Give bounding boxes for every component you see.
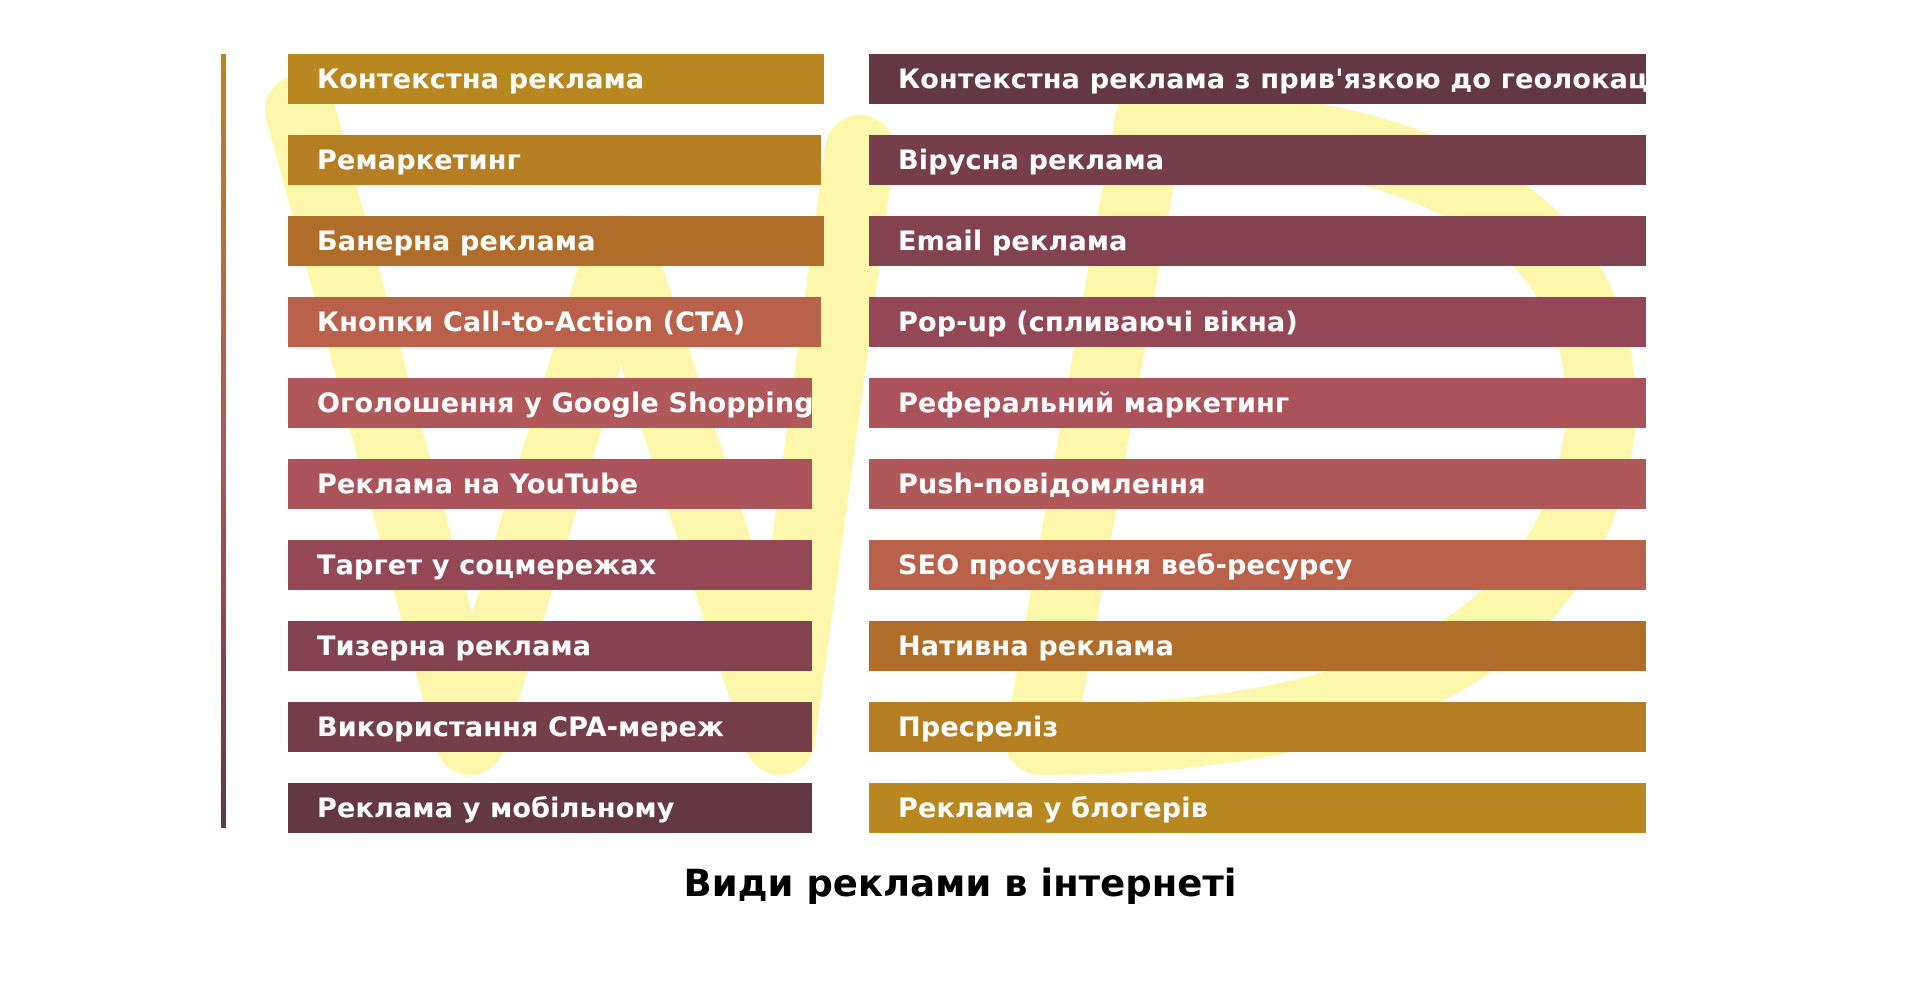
ad-type-item: Кнопки Call-to-Action (CTA) xyxy=(288,297,821,347)
ad-type-item: Email реклама xyxy=(869,216,1646,266)
ad-type-item: Нативна реклама xyxy=(869,621,1646,671)
ad-type-item: Реклама у мобільному xyxy=(288,783,812,833)
ad-type-item: Реферальний маркетинг xyxy=(869,378,1646,428)
ad-type-item: Pop-up (спливаючі вікна) xyxy=(869,297,1646,347)
ad-type-item: Реклама у блогерів xyxy=(869,783,1646,833)
ad-type-item: Пресреліз xyxy=(869,702,1646,752)
ad-type-item: Оголошення у Google Shopping xyxy=(288,378,812,428)
ad-type-item: Push-повідомлення xyxy=(869,459,1646,509)
ad-type-item: Використання CPA-мереж xyxy=(288,702,812,752)
ad-type-item: Вірусна реклама xyxy=(869,135,1646,185)
ad-type-item: Банерна реклама xyxy=(288,216,824,266)
ad-type-item: Тизерна реклама xyxy=(288,621,812,671)
side-gradient-bar xyxy=(221,54,226,828)
ad-type-item: Таргет у соцмережах xyxy=(288,540,812,590)
diagram-caption: Види реклами в інтернеті xyxy=(683,862,1237,905)
ad-type-item: Контекстна реклама xyxy=(288,54,824,104)
ad-type-item: Контекстна реклама з прив'язкою до геоло… xyxy=(869,54,1646,104)
ad-type-item: SEO просування веб-ресурсу xyxy=(869,540,1646,590)
ad-type-item: Реклама на YouTube xyxy=(288,459,812,509)
ad-type-item: Ремаркетинг xyxy=(288,135,821,185)
